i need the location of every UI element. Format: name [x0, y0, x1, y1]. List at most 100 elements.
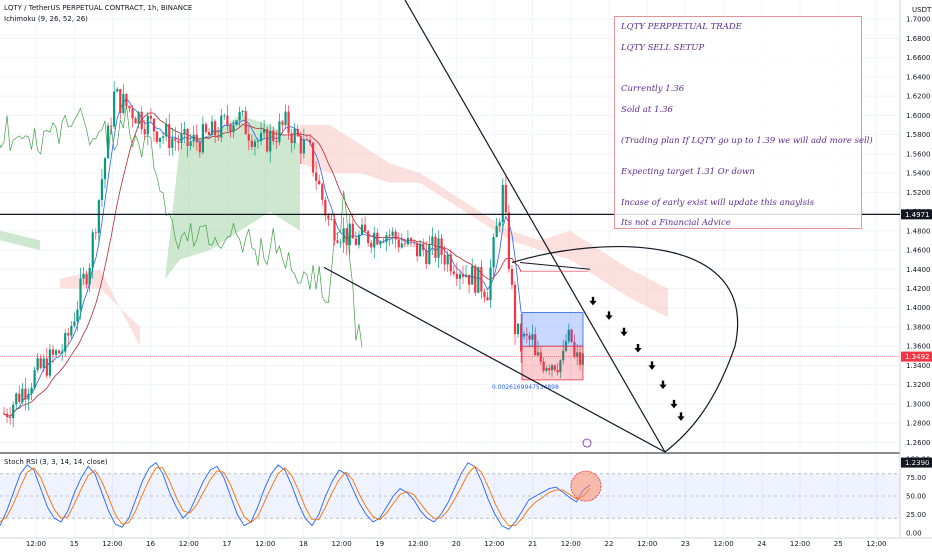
x-tick-label: 12:00 [332, 540, 352, 548]
candle [504, 184, 507, 213]
candle [226, 115, 229, 126]
candle [152, 118, 156, 132]
candle [253, 141, 257, 148]
x-tick-label: 12:00 [102, 540, 122, 548]
candle [162, 136, 165, 138]
trade-note-box: LQTY PERPPETUAL TRADE LQTY SELL SETUP Cu… [614, 16, 873, 229]
candle [324, 199, 327, 216]
candle [360, 224, 364, 235]
candle [269, 130, 272, 152]
candle [97, 200, 100, 234]
candle [425, 250, 428, 264]
candle [48, 349, 51, 376]
candle [42, 358, 45, 368]
candle [437, 238, 440, 258]
y-tick-label: 1.4000 [906, 304, 931, 312]
candle [327, 215, 330, 220]
candle [345, 228, 348, 246]
candle [110, 125, 113, 127]
x-tick-label: 19 [375, 540, 384, 548]
position-target-zone [521, 312, 584, 347]
note-line: Currently 1.36 [621, 84, 685, 94]
candle [333, 218, 336, 241]
candle [501, 184, 504, 223]
candle [370, 242, 373, 248]
candle [88, 267, 91, 285]
candle [5, 413, 9, 418]
candle [21, 388, 24, 402]
candle [507, 212, 510, 270]
x-tick-label: 12:00 [866, 540, 886, 548]
y-tick-label: 1.5400 [906, 170, 931, 178]
candle [536, 352, 540, 356]
y-tick-label: 1.3400 [906, 362, 931, 370]
candle [177, 140, 180, 144]
candle [373, 232, 376, 248]
candle [570, 329, 573, 342]
candle [140, 111, 143, 130]
candle [382, 241, 385, 243]
candle [468, 274, 471, 285]
candle [440, 238, 443, 255]
y-tick-label: 1.6000 [906, 112, 931, 120]
candle [486, 297, 489, 301]
stoch-d-line [0, 465, 591, 527]
stoch-y-tick-label: 100.00 [906, 456, 931, 464]
price-label-bg [901, 351, 932, 362]
y-tick-label: 1.7000 [906, 16, 931, 24]
stoch-y-tick-label: 0.00 [906, 530, 922, 538]
x-tick-label: 15 [70, 540, 79, 548]
candle [397, 239, 400, 248]
candle [553, 365, 556, 370]
y-tick-label: 1.4200 [906, 285, 931, 293]
candle [155, 131, 159, 142]
candle [412, 241, 416, 243]
projection-line [519, 262, 591, 270]
candle [342, 228, 345, 243]
measure-label: 0.0026169947534898 [492, 384, 559, 391]
down-arrow [634, 344, 642, 353]
candle [201, 124, 204, 153]
candle [461, 274, 465, 277]
candle [256, 140, 260, 142]
candle [278, 121, 281, 143]
candle [33, 370, 36, 388]
y-tick-label: 1.6600 [906, 54, 931, 62]
candle [198, 142, 201, 153]
candle [250, 140, 253, 148]
candle [85, 274, 88, 285]
candle [525, 333, 528, 336]
candle [79, 278, 82, 310]
down-arrow [677, 412, 685, 421]
x-tick-label: 12:00 [637, 540, 657, 548]
candle [516, 323, 520, 335]
candle [189, 141, 192, 146]
candle [174, 138, 177, 141]
candle [2, 413, 6, 415]
currency-label: USDT [912, 6, 932, 14]
candle [548, 368, 551, 371]
candle [168, 124, 171, 148]
x-tick-label: 23 [681, 540, 690, 548]
candle [116, 89, 119, 92]
stoch-y-tick-label: 25.00 [906, 511, 926, 519]
candle [471, 265, 474, 285]
x-tick-label: 12:00 [255, 540, 275, 548]
candle [299, 136, 302, 154]
candle [54, 350, 58, 355]
x-tick-label: 12:00 [790, 540, 810, 548]
wedge-lower-line [323, 266, 666, 453]
stoch-y-tick-label: 50.00 [906, 493, 926, 501]
x-tick-label: 24 [757, 540, 766, 548]
candle [244, 111, 247, 135]
candle [477, 266, 480, 293]
candle [67, 333, 70, 336]
y-tick-label: 1.6200 [906, 93, 931, 101]
candle [474, 265, 477, 293]
y-tick-label: 1.3800 [906, 323, 931, 331]
candle [204, 124, 208, 132]
candle [449, 254, 452, 272]
candle [520, 323, 523, 352]
stoch-y-tick-label: 75.00 [906, 474, 926, 482]
